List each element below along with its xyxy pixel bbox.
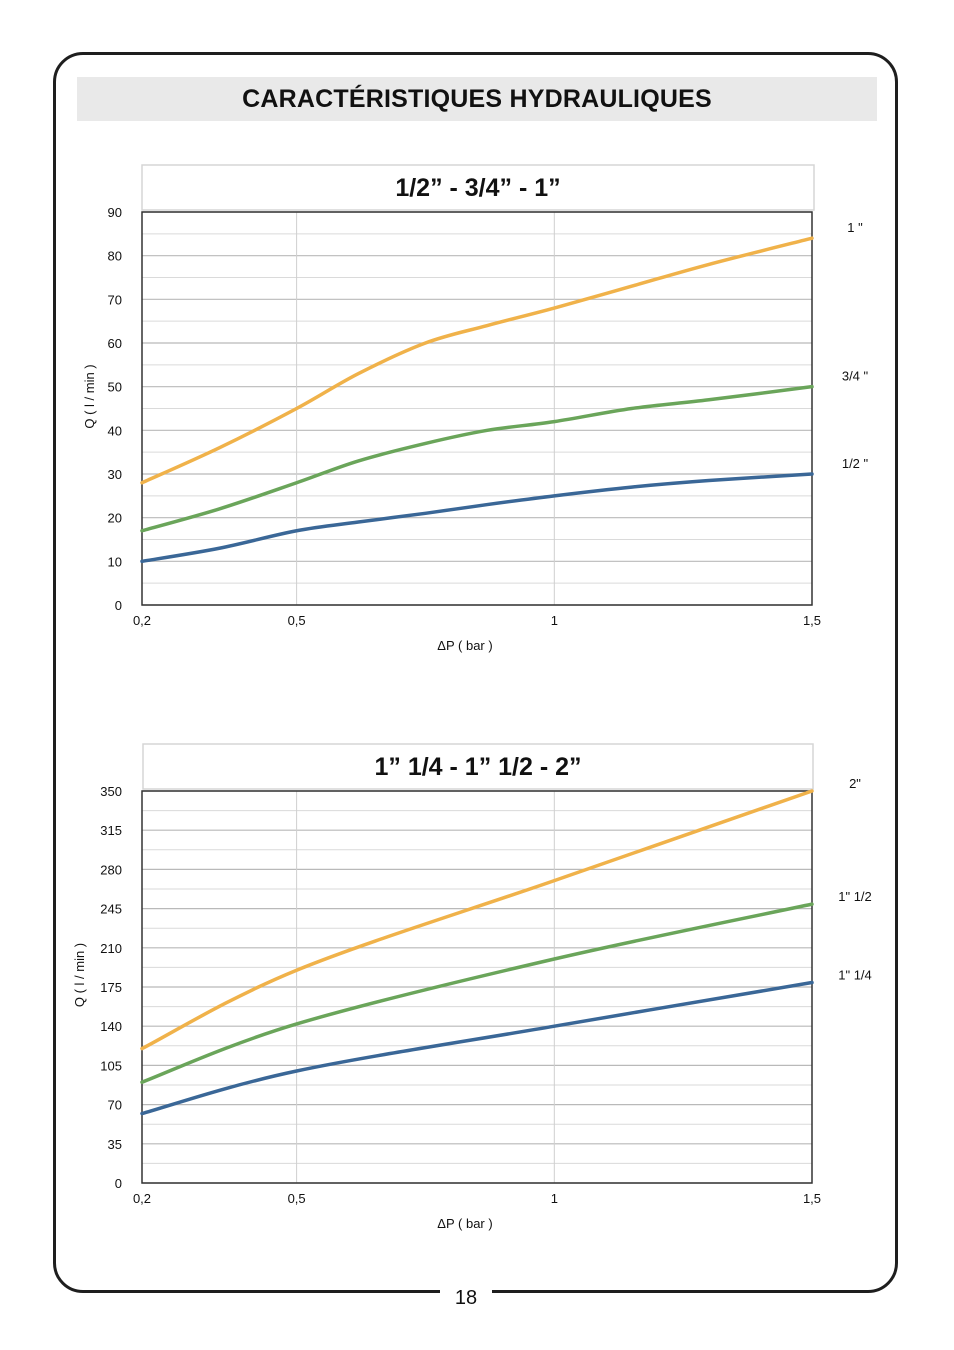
- chart-1-y-axis-label: Q ( l / min ): [82, 364, 97, 428]
- chart-1-y-tick-label: 60: [108, 336, 122, 351]
- chart-2-x-tick-label: 1: [551, 1191, 558, 1206]
- chart-1-series-line-1: [140, 236, 814, 485]
- chart-2-y-tick-label: 175: [100, 980, 122, 995]
- chart-1-y-tick-label: 0: [115, 598, 122, 613]
- chart-2-x-tick-label: 0,2: [133, 1191, 151, 1206]
- chart-1-x-tick-label: 1,5: [803, 613, 821, 628]
- chart-2-y-tick-label: 70: [108, 1098, 122, 1113]
- chart-1-y-tick-label: 50: [108, 380, 122, 395]
- chart-1-title-box: [141, 164, 815, 211]
- chart-1-series-label-1: 1 ": [847, 220, 863, 235]
- chart-1-series-line-2: [140, 384, 814, 533]
- chart-2-y-tick-label: 350: [100, 784, 122, 799]
- page-title-bar: CARACTÉRISTIQUES HYDRAULIQUES: [77, 77, 877, 121]
- chart-2-series-line-1: [140, 789, 814, 1051]
- chart-2-plot-border: [141, 790, 813, 1184]
- chart-1-y-tick-label: 90: [108, 205, 122, 220]
- chart-1-x-tick-label: 0,2: [133, 613, 151, 628]
- chart-2-y-tick-label: 280: [100, 862, 122, 877]
- chart-2-y-tick-label: 105: [100, 1058, 122, 1073]
- chart-1-x-tick-label: 1: [551, 613, 558, 628]
- chart-1-x-axis-label: ΔP ( bar ): [437, 638, 492, 653]
- page-number: 18: [454, 1287, 478, 1309]
- chart-1-y-tick-label: 80: [108, 249, 122, 264]
- chart-2-title: 1” 1/4 - 1” 1/2 - 2”: [374, 753, 581, 781]
- chart-1-y-tick-label: 70: [108, 292, 122, 307]
- chart-2-series-label-2: 1" 1/2: [838, 889, 872, 904]
- chart-2-y-tick-label: 0: [115, 1176, 122, 1191]
- chart-2-y-axis-label: Q ( l / min ): [72, 943, 87, 1007]
- chart-1-plot-border: [141, 211, 813, 606]
- chart-2-y-tick-label: 210: [100, 941, 122, 956]
- chart-2-series-line-2: [140, 902, 814, 1084]
- chart-2-y-tick-label: 245: [100, 902, 122, 917]
- chart-1-series-label-2: 3/4 ": [842, 369, 869, 384]
- chart-2-series-line-3: [140, 980, 814, 1116]
- chart-2-x-axis-label: ΔP ( bar ): [437, 1216, 492, 1231]
- chart-2-series-label-3: 1" 1/4: [838, 968, 872, 983]
- chart-1-y-tick-label: 40: [108, 423, 122, 438]
- chart-1-y-tick-label: 30: [108, 467, 122, 482]
- chart-2-y-tick-label: 140: [100, 1019, 122, 1034]
- chart-1-series-label-3: 1/2 ": [842, 456, 869, 471]
- chart-2-title-box: [142, 743, 814, 790]
- chart-2-y-tick-label: 35: [108, 1137, 122, 1152]
- chart-1-series-line-3: [140, 472, 814, 564]
- chart-2-x-tick-label: 0,5: [288, 1191, 306, 1206]
- page-title: CARACTÉRISTIQUES HYDRAULIQUES: [242, 85, 712, 113]
- chart-2-y-tick-label: 315: [100, 823, 122, 838]
- chart-2-x-tick-label: 1,5: [803, 1191, 821, 1206]
- page-number-box: 18: [440, 1283, 492, 1313]
- chart-1-x-tick-label: 0,5: [288, 613, 306, 628]
- chart-1-y-tick-label: 20: [108, 511, 122, 526]
- chart-1-y-tick-label: 10: [108, 554, 122, 569]
- chart-1-title: 1/2” - 3/4” - 1”: [395, 174, 560, 202]
- chart-2-series-label-1: 2": [849, 776, 861, 791]
